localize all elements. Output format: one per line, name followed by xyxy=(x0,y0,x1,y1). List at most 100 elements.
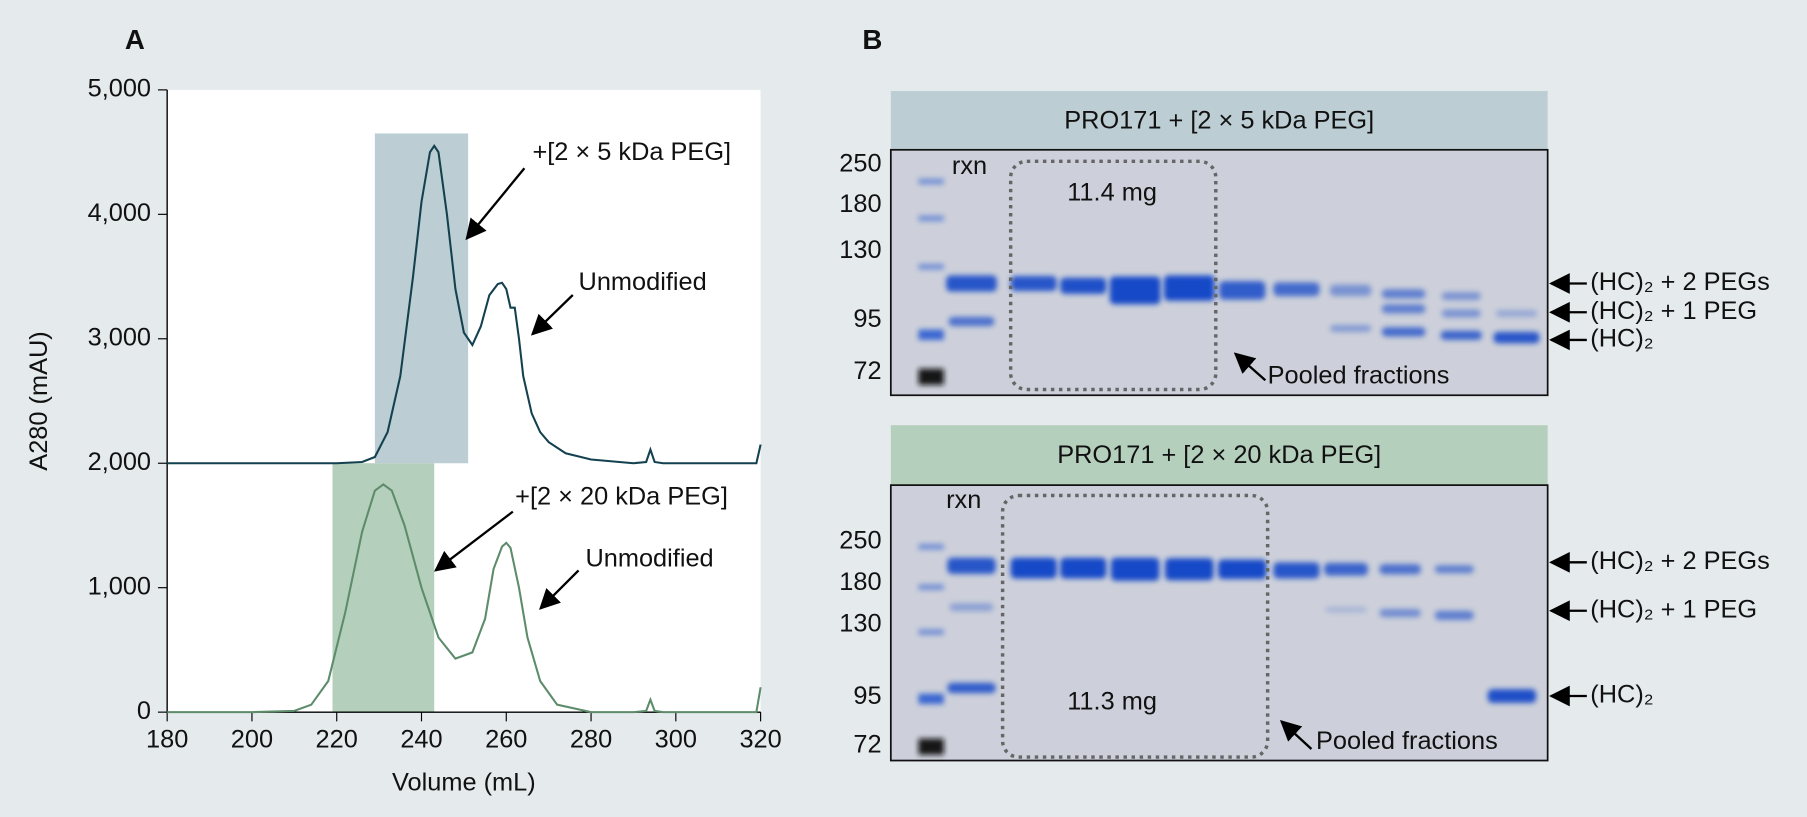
marker-label: 130 xyxy=(839,236,881,264)
y-tick-label: 2,000 xyxy=(88,448,151,476)
gel-band xyxy=(1441,292,1481,301)
gel-band xyxy=(947,682,996,694)
ladder-band xyxy=(918,584,944,590)
gel-header xyxy=(890,425,1548,486)
annotation-arrow xyxy=(434,510,514,572)
annotation: +[2 × 20 kDa PEG] xyxy=(515,483,728,511)
y-tick-label: 3,000 xyxy=(88,323,151,351)
gel-band xyxy=(1329,324,1372,332)
pool-label: Pooled fractions xyxy=(1316,727,1498,755)
band-label: (HC)₂ + 1 PEG xyxy=(1590,297,1757,325)
gel-band xyxy=(1110,557,1160,581)
marker-label: 72 xyxy=(853,357,881,385)
gel-band xyxy=(1381,289,1426,299)
gels: PRO171 + [2 × 5 kDa PEG] 250 180 130 95 72 rxn… xyxy=(839,91,1770,762)
y-tick-label: 4,000 xyxy=(88,199,151,227)
ladder-band xyxy=(918,368,944,385)
ladder-band xyxy=(918,329,944,340)
pool-label: Pooled fractions xyxy=(1268,362,1450,390)
pool-arrow xyxy=(1279,719,1313,750)
gel-band xyxy=(1325,606,1367,613)
annotation-arrow xyxy=(465,167,526,241)
y-tick-label: 0 xyxy=(137,697,151,725)
band-label: (HC)₂ + 2 PEGs xyxy=(1590,547,1770,575)
annotation: Unmodified xyxy=(585,545,713,573)
gel-band xyxy=(1109,276,1161,305)
gel-band xyxy=(1219,281,1266,300)
x-tick-label: 320 xyxy=(739,726,781,754)
x-tick-label: 280 xyxy=(570,726,612,754)
lane-label: rxn xyxy=(952,152,987,180)
gel xyxy=(889,148,1549,397)
marker-label: 250 xyxy=(839,149,881,177)
gel-band xyxy=(1273,562,1320,579)
annotation-arrow xyxy=(539,569,580,610)
gel-band xyxy=(948,316,995,327)
trace xyxy=(167,483,762,714)
band-label: (HC)₂ xyxy=(1590,325,1653,353)
gel-band xyxy=(1060,557,1107,579)
ladder-band xyxy=(918,629,944,635)
gel-band xyxy=(1434,610,1474,620)
gel-band xyxy=(949,603,994,612)
pooled-region xyxy=(374,133,469,464)
chromatogram: 0 1,000 2,000 3,000 4,000 5,000 180 200 220 240 26… xyxy=(25,75,782,797)
gel-title: PRO171 + [2 × 20 kDa PEG] xyxy=(1057,441,1381,469)
gel-band xyxy=(1487,689,1537,703)
annotation: +[2 × 5 kDa PEG] xyxy=(532,138,731,166)
amount: 11.3 mg xyxy=(1067,688,1157,716)
x-tick-label: 300 xyxy=(655,726,697,754)
band-label: (HC)₂ xyxy=(1590,681,1653,709)
marker-label: 180 xyxy=(839,190,881,218)
y-axis-label: A280 (mAU) xyxy=(25,331,53,470)
marker-label: 180 xyxy=(839,568,881,596)
pool-box xyxy=(1000,493,1270,759)
ladder-band xyxy=(918,738,944,755)
band-label: (HC)₂ + 1 PEG xyxy=(1590,595,1757,623)
panel-label: B xyxy=(862,24,882,55)
ladder-band xyxy=(918,178,944,185)
gel xyxy=(889,484,1549,762)
panel-label: A xyxy=(125,24,145,55)
gel-band xyxy=(1329,284,1372,297)
gel-band xyxy=(947,557,996,574)
x-tick-label: 200 xyxy=(231,726,273,754)
annotation: Unmodified xyxy=(579,268,707,296)
gel-band xyxy=(1010,557,1057,579)
ladder-band xyxy=(918,263,944,270)
gel-band xyxy=(1273,282,1320,297)
gel-band xyxy=(1381,304,1426,314)
marker-label: 95 xyxy=(853,682,881,710)
gel-band xyxy=(1440,330,1482,340)
gel-band xyxy=(1379,564,1421,575)
gel-header xyxy=(890,91,1548,150)
gel-band xyxy=(1381,327,1426,337)
pool-arrow xyxy=(1233,352,1267,382)
gel-title: PRO171 + [2 × 5 kDa PEG] xyxy=(1064,106,1374,134)
marker-label: 250 xyxy=(839,526,881,554)
annotation-arrow xyxy=(530,294,574,336)
marker-label: 72 xyxy=(853,730,881,758)
ladder-band xyxy=(918,215,944,222)
gel-band xyxy=(1165,558,1214,581)
lane-label: rxn xyxy=(946,486,981,514)
gel-band xyxy=(946,275,997,292)
gel-band xyxy=(1324,562,1368,576)
trace xyxy=(167,144,762,465)
gel-band xyxy=(1218,559,1267,580)
gel-band xyxy=(1495,309,1538,317)
gel-band xyxy=(1493,331,1540,344)
x-tick-label: 180 xyxy=(146,726,188,754)
ladder-band xyxy=(918,543,944,550)
marker-label: 130 xyxy=(839,609,881,637)
x-tick-label: 220 xyxy=(316,726,358,754)
x-tick-label: 240 xyxy=(400,726,442,754)
x-axis-label: Volume (mL) xyxy=(392,768,536,796)
gel-band xyxy=(1060,277,1107,294)
amount: 11.4 mg xyxy=(1067,178,1157,206)
gel-band xyxy=(1163,275,1215,301)
x-tick-label: 260 xyxy=(485,726,527,754)
y-tick-label: 5,000 xyxy=(88,75,151,103)
gel-band xyxy=(1010,275,1057,291)
